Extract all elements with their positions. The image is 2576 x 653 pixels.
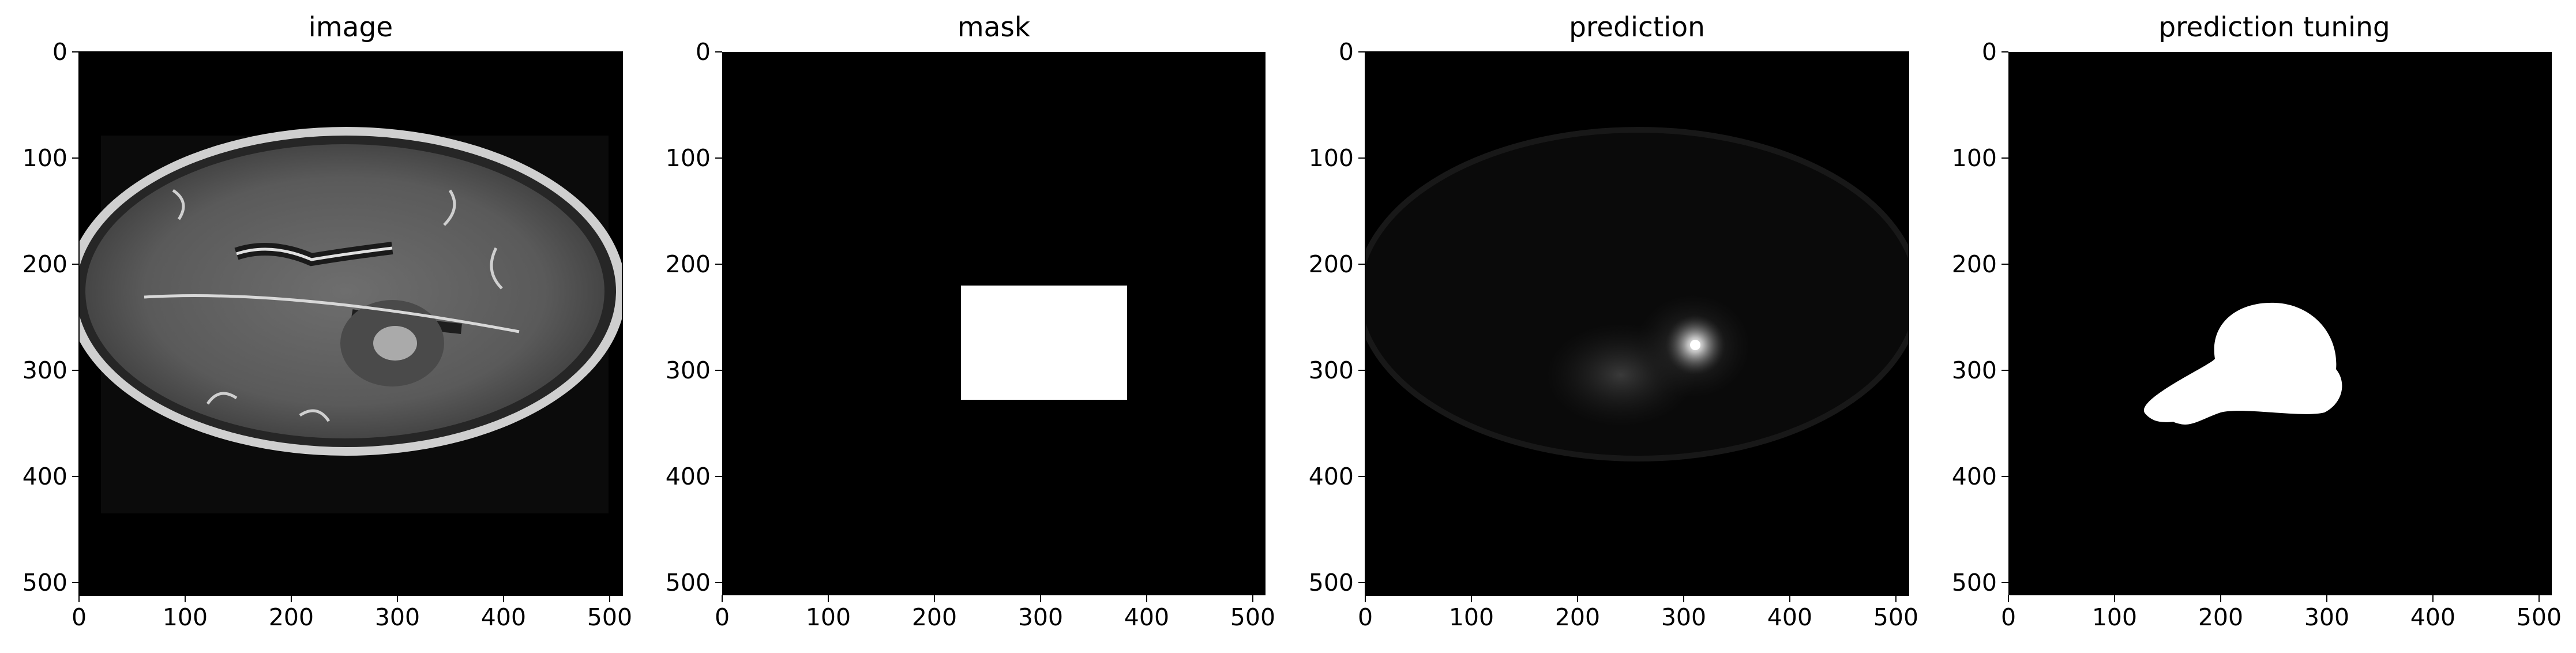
segmentation-blob bbox=[2143, 302, 2342, 425]
x-tick-label: 200 bbox=[2198, 603, 2243, 631]
x-tick-label: 300 bbox=[1661, 603, 1706, 631]
x-tick-label: 500 bbox=[1873, 603, 1918, 631]
y-tick-label: 0 bbox=[1982, 38, 1997, 66]
x-tick-label: 0 bbox=[2001, 603, 2016, 631]
x-tick-label: 500 bbox=[1230, 603, 1275, 631]
y-tick-label: 300 bbox=[1309, 356, 1354, 384]
y-tick-label: 500 bbox=[666, 569, 711, 596]
x-tick-label: 500 bbox=[2517, 603, 2562, 631]
x-tick-label: 500 bbox=[587, 603, 632, 631]
x-tick-label: 200 bbox=[269, 603, 314, 631]
y-tick-label: 200 bbox=[666, 250, 711, 278]
y-tick-label: 100 bbox=[1309, 144, 1354, 172]
y-tick-label: 300 bbox=[666, 356, 711, 384]
panel-title: mask bbox=[957, 12, 1031, 43]
y-tick-label: 400 bbox=[1952, 463, 1997, 490]
x-tick-label: 300 bbox=[375, 603, 420, 631]
panel-title: image bbox=[309, 12, 393, 43]
y-tick-label: 400 bbox=[1309, 463, 1354, 490]
panel-prediction: prediction bbox=[1365, 12, 1909, 596]
y-tick-label: 0 bbox=[696, 38, 711, 66]
panel-title: prediction bbox=[1569, 12, 1705, 43]
y-tick-label: 300 bbox=[1952, 356, 1997, 384]
y-tick-label: 100 bbox=[22, 144, 67, 172]
x-tick-label: 300 bbox=[1018, 603, 1063, 631]
x-tick-label: 100 bbox=[806, 603, 851, 631]
mri-image bbox=[79, 52, 622, 595]
y-tick-label: 500 bbox=[22, 569, 67, 596]
x-tick-label: 400 bbox=[2410, 603, 2455, 631]
x-tick-label: 100 bbox=[1449, 603, 1494, 631]
y-tick-label: 200 bbox=[22, 250, 67, 278]
y-tick-label: 200 bbox=[1309, 250, 1354, 278]
panel-title: prediction tuning bbox=[2158, 12, 2390, 43]
x-tick-label: 400 bbox=[481, 603, 526, 631]
panel-prediction-tuning: prediction tuning bbox=[2008, 12, 2552, 595]
x-tick-label: 0 bbox=[715, 603, 730, 631]
x-tick-label: 400 bbox=[1124, 603, 1169, 631]
x-tick-label: 200 bbox=[912, 603, 957, 631]
x-tick-label: 100 bbox=[163, 603, 208, 631]
y-tick-label: 0 bbox=[1339, 38, 1354, 66]
x-tick-label: 100 bbox=[2092, 603, 2137, 631]
y-tick-label: 100 bbox=[1952, 144, 1997, 172]
y-tick-label: 500 bbox=[1309, 569, 1354, 596]
y-tick-label: 300 bbox=[22, 356, 67, 384]
y-tick-label: 500 bbox=[1952, 569, 1997, 596]
panel-image: image bbox=[78, 12, 623, 596]
x-tick-label: 200 bbox=[1555, 603, 1600, 631]
prediction-image bbox=[1365, 52, 1909, 595]
y-tick-label: 0 bbox=[52, 38, 67, 66]
y-tick-label: 100 bbox=[666, 144, 711, 172]
x-tick-label: 0 bbox=[72, 603, 87, 631]
y-tick-label: 400 bbox=[22, 463, 67, 490]
x-tick-label: 300 bbox=[2304, 603, 2349, 631]
y-tick-label: 200 bbox=[1952, 250, 1997, 278]
mask-region bbox=[961, 286, 1127, 400]
y-tick-label: 400 bbox=[666, 463, 711, 490]
panel-mask: mask bbox=[722, 12, 1266, 595]
x-tick-label: 0 bbox=[1358, 603, 1373, 631]
x-tick-label: 400 bbox=[1767, 603, 1812, 631]
